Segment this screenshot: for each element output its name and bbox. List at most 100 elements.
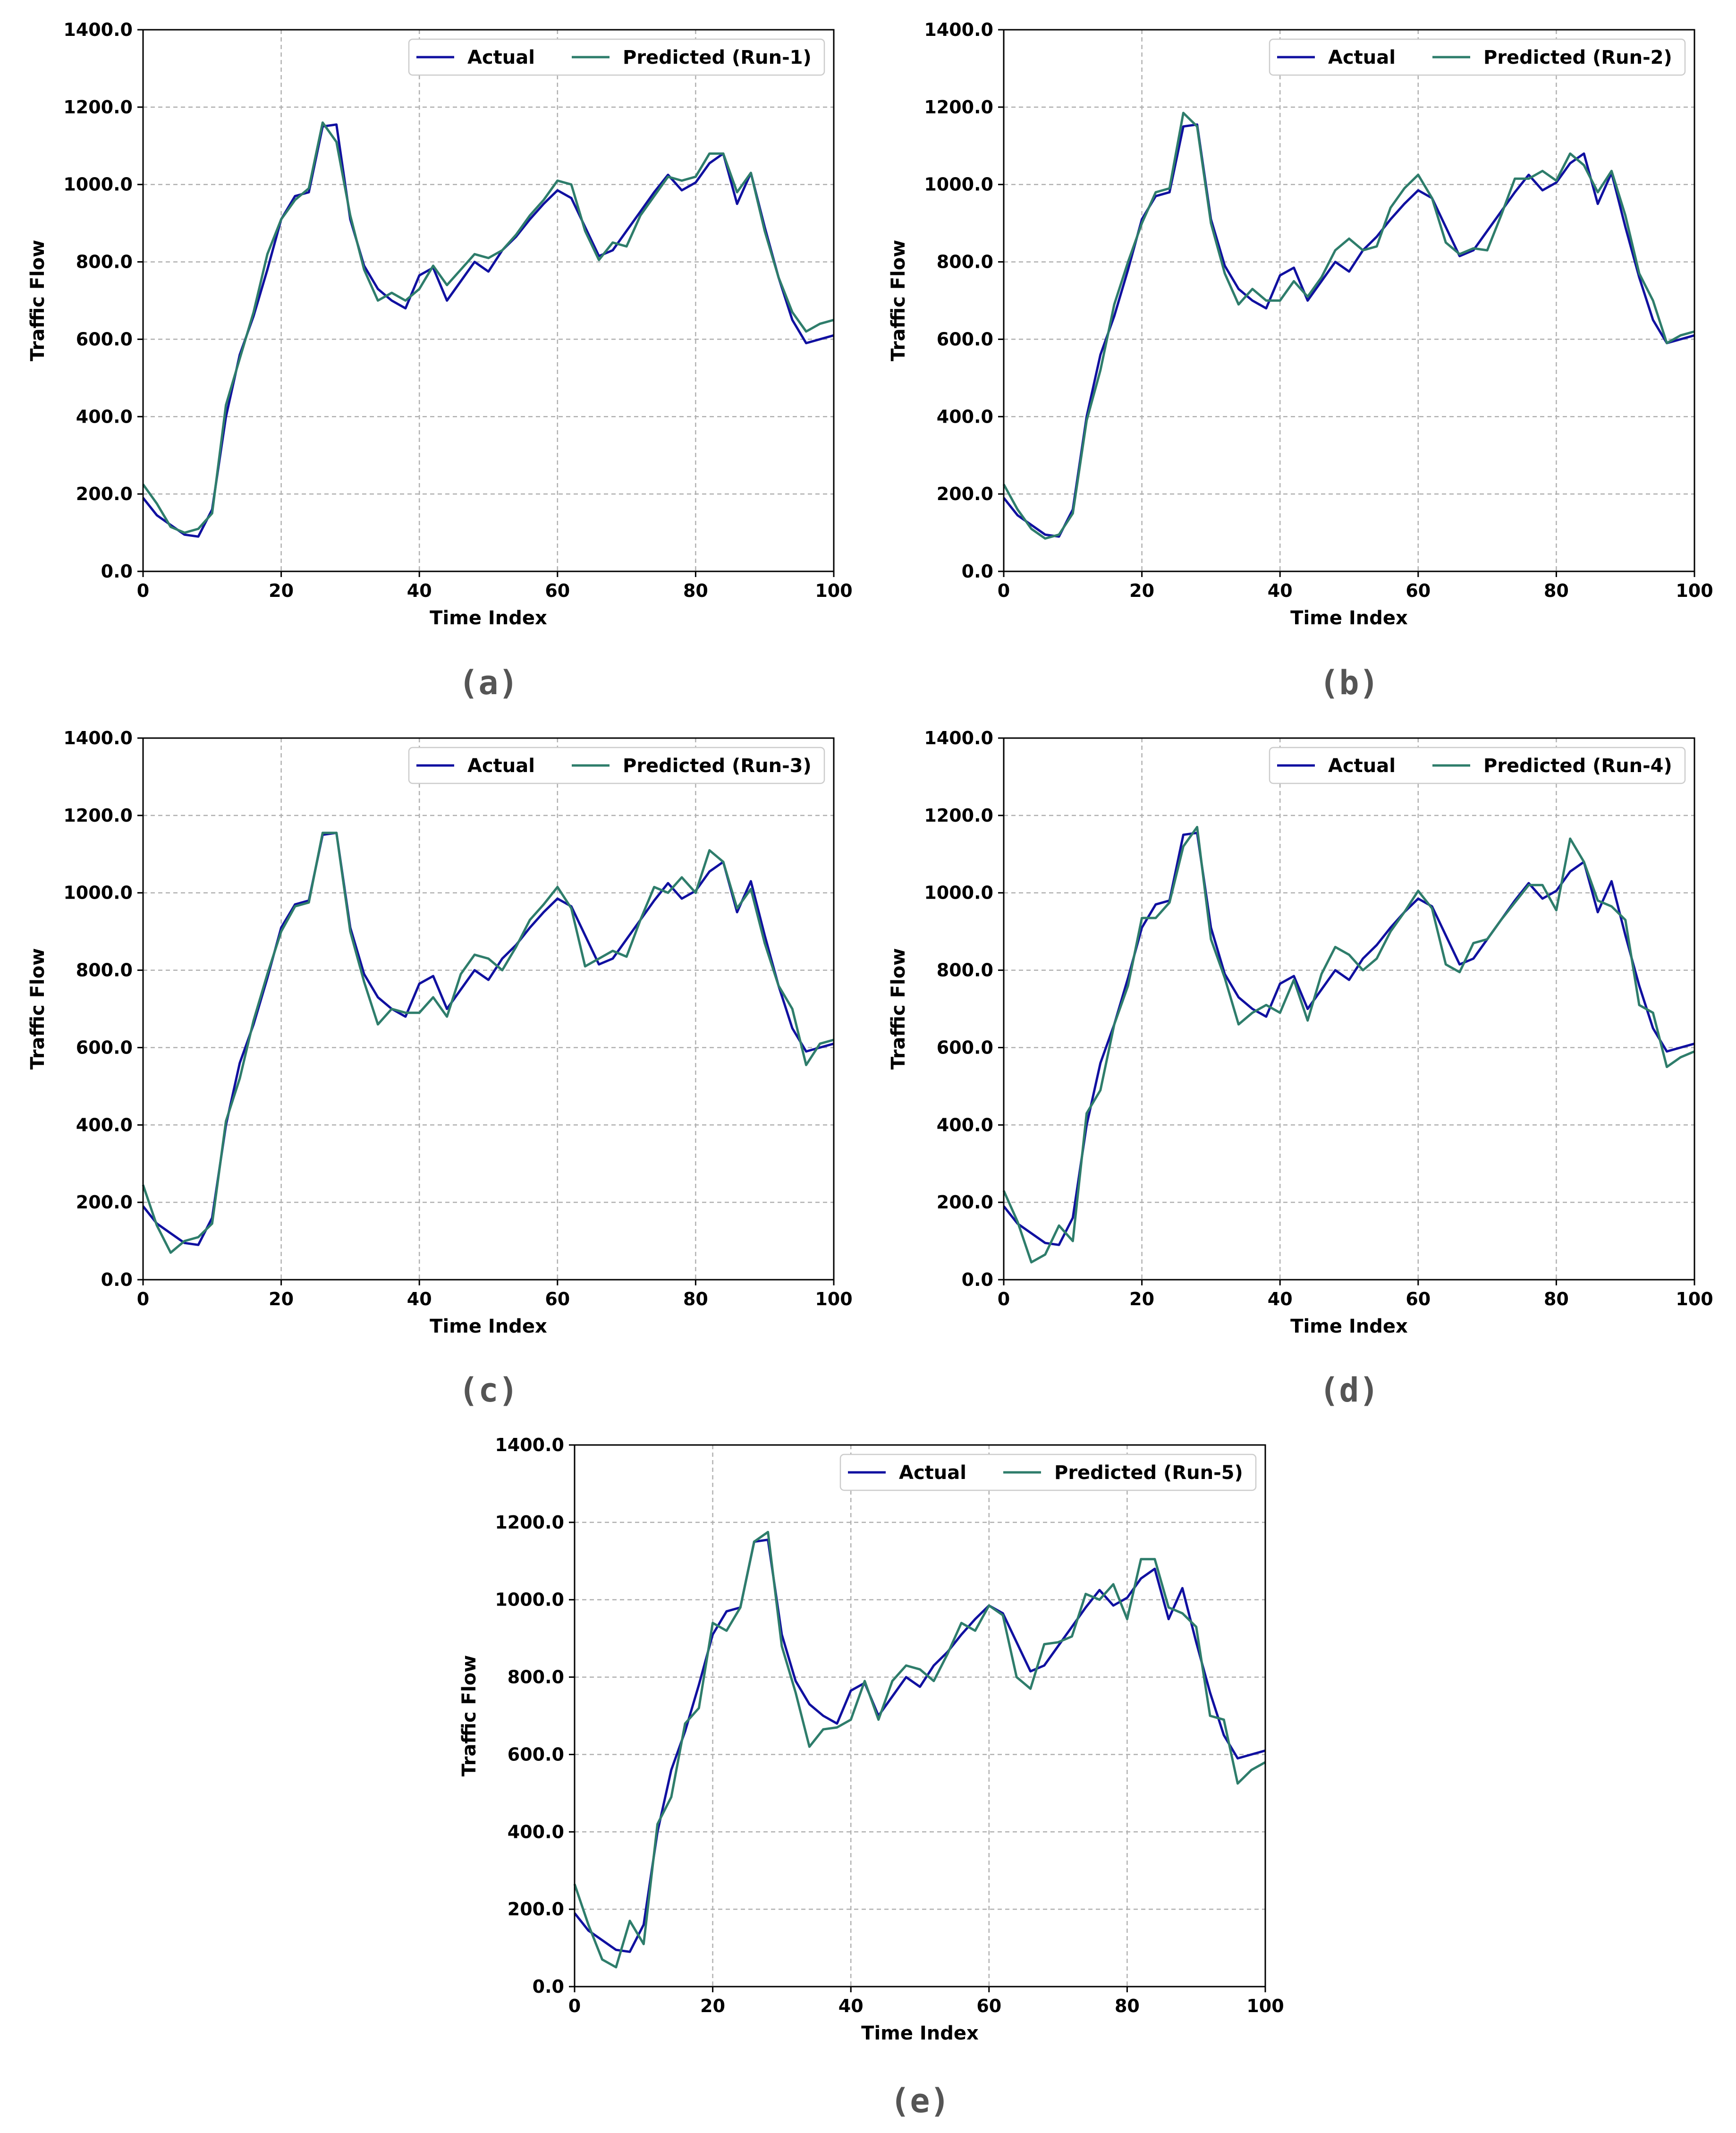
x-tick-label: 80 bbox=[1544, 1289, 1569, 1309]
y-tick-label: 0.0 bbox=[962, 1269, 993, 1290]
y-tick-label: 1400.0 bbox=[63, 19, 133, 40]
legend-box bbox=[1269, 747, 1686, 784]
y-axis-label: Traffic Flow bbox=[27, 240, 49, 361]
y-tick-label: 600.0 bbox=[508, 1744, 564, 1765]
x-tick-label: 80 bbox=[1544, 580, 1569, 601]
x-tick-label: 0 bbox=[137, 1289, 149, 1309]
y-axis-label: Traffic Flow bbox=[27, 948, 49, 1070]
chart-panel-2: 0 20 40 60 80 1000.0200.0400.0600.0800.01000.… bbox=[888, 19, 1713, 702]
y-axis-label: Traffic Flow bbox=[458, 1655, 480, 1776]
y-tick-label: 0.0 bbox=[101, 561, 133, 582]
x-tick-label: 0 bbox=[568, 1996, 581, 2016]
y-tick-label: 1200.0 bbox=[495, 1512, 564, 1533]
legend-label-actual: Actual bbox=[467, 47, 535, 68]
series-line-predicted bbox=[1002, 111, 1695, 540]
x-tick-label: 60 bbox=[1406, 1289, 1431, 1309]
y-tick-label: 600.0 bbox=[76, 329, 133, 349]
y-tick-label: 200.0 bbox=[937, 1192, 993, 1213]
x-tick-label: 20 bbox=[269, 580, 294, 601]
legend-label-predicted: Predicted (Run-2) bbox=[1483, 47, 1672, 68]
x-axis-label: Time Index bbox=[1290, 607, 1408, 629]
chart-panel-3: 0 20 40 60 80 1000.0200.0400.0600.0800.01000.… bbox=[27, 728, 853, 1410]
legend-box bbox=[408, 38, 825, 76]
x-axis-label: Time Index bbox=[861, 2023, 979, 2044]
legend-label-predicted: Predicted (Run-5) bbox=[1054, 1462, 1243, 1484]
legend-label-actual: Actual bbox=[899, 1462, 966, 1484]
y-tick-label: 1000.0 bbox=[63, 174, 133, 195]
x-tick-label: 0 bbox=[137, 580, 149, 601]
y-tick-label: 800.0 bbox=[508, 1667, 564, 1688]
y-tick-label: 400.0 bbox=[508, 1821, 564, 1842]
y-tick-label: 800.0 bbox=[937, 252, 993, 272]
y-tick-label: 200.0 bbox=[76, 1192, 133, 1213]
y-tick-label: 1400.0 bbox=[924, 19, 993, 40]
y-tick-label: 600.0 bbox=[937, 1037, 993, 1058]
x-tick-label: 0 bbox=[998, 1289, 1010, 1309]
x-tick-label: 40 bbox=[407, 1289, 432, 1309]
x-tick-label: 100 bbox=[815, 1289, 852, 1309]
y-tick-label: 400.0 bbox=[76, 406, 133, 427]
y-tick-label: 600.0 bbox=[76, 1037, 133, 1058]
chart-panel-5: 0 20 40 60 80 1000.0200.0400.0600.0800.01000.… bbox=[458, 1435, 1284, 2120]
y-tick-label: 0.0 bbox=[962, 561, 993, 582]
x-tick-label: 20 bbox=[1129, 1289, 1154, 1309]
x-tick-label: 60 bbox=[545, 580, 570, 601]
series-line-predicted bbox=[1002, 825, 1695, 1264]
y-tick-label: 1400.0 bbox=[924, 728, 993, 748]
y-tick-label: 1200.0 bbox=[924, 805, 993, 826]
x-tick-label: 100 bbox=[1246, 1996, 1284, 2016]
x-tick-label: 60 bbox=[1406, 580, 1431, 601]
x-tick-label: 100 bbox=[1676, 580, 1713, 601]
series-line-predicted bbox=[142, 832, 834, 1254]
legend-box bbox=[408, 747, 825, 784]
plot-frame bbox=[142, 29, 835, 572]
legend: Actual Predicted (Run-3) bbox=[408, 747, 825, 784]
legend-label-predicted: Predicted (Run-1) bbox=[623, 47, 812, 68]
plot-frame bbox=[1003, 29, 1695, 572]
panel-caption: (b) bbox=[1319, 663, 1379, 702]
y-tick-label: 400.0 bbox=[937, 406, 993, 427]
plot-frame bbox=[1003, 737, 1695, 1281]
y-tick-label: 1200.0 bbox=[63, 97, 133, 118]
x-axis-label: Time Index bbox=[430, 607, 547, 629]
y-tick-label: 200.0 bbox=[937, 484, 993, 504]
plot-frame bbox=[142, 737, 835, 1281]
x-tick-label: 40 bbox=[407, 580, 432, 601]
legend-label-predicted: Predicted (Run-4) bbox=[1483, 755, 1672, 777]
y-tick-label: 400.0 bbox=[76, 1114, 133, 1135]
series-line-actual bbox=[1003, 832, 1695, 1246]
x-tick-label: 80 bbox=[683, 580, 708, 601]
legend-box bbox=[1269, 38, 1686, 76]
y-tick-label: 1200.0 bbox=[924, 97, 993, 118]
chart-panel-1: 0 20 40 60 80 1000.0200.0400.0600.0800.01000.… bbox=[27, 19, 853, 702]
legend-label-actual: Actual bbox=[1328, 755, 1396, 777]
y-tick-label: 1000.0 bbox=[63, 883, 133, 903]
legend-box bbox=[839, 1453, 1257, 1491]
y-tick-label: 200.0 bbox=[76, 484, 133, 504]
series-line-predicted bbox=[142, 121, 834, 534]
y-axis-label: Traffic Flow bbox=[888, 240, 909, 361]
legend: Actual Predicted (Run-2) bbox=[1269, 38, 1686, 76]
chart-panel-4: 0 20 40 60 80 1000.0200.0400.0600.0800.01000.… bbox=[888, 728, 1713, 1410]
legend: Actual Predicted (Run-4) bbox=[1269, 747, 1686, 784]
x-tick-label: 20 bbox=[700, 1996, 725, 2016]
y-tick-label: 0.0 bbox=[533, 1976, 564, 1997]
y-tick-label: 400.0 bbox=[937, 1114, 993, 1135]
y-tick-label: 1000.0 bbox=[924, 174, 993, 195]
x-tick-label: 0 bbox=[998, 580, 1010, 601]
series-line-actual bbox=[142, 832, 834, 1246]
panel-caption: (d) bbox=[1319, 1371, 1379, 1410]
x-tick-label: 40 bbox=[1268, 580, 1293, 601]
x-tick-label: 60 bbox=[976, 1996, 1001, 2016]
y-axis-label: Traffic Flow bbox=[888, 948, 909, 1070]
y-tick-label: 800.0 bbox=[937, 960, 993, 981]
legend-label-predicted: Predicted (Run-3) bbox=[623, 755, 812, 777]
x-tick-label: 40 bbox=[838, 1996, 864, 2016]
panel-caption: (c) bbox=[458, 1371, 518, 1410]
y-tick-label: 1000.0 bbox=[924, 883, 993, 903]
x-tick-label: 100 bbox=[1676, 1289, 1713, 1309]
y-tick-label: 800.0 bbox=[76, 960, 133, 981]
x-tick-label: 80 bbox=[1115, 1996, 1140, 2016]
x-tick-label: 100 bbox=[815, 580, 852, 601]
panel-caption: (a) bbox=[458, 663, 518, 702]
